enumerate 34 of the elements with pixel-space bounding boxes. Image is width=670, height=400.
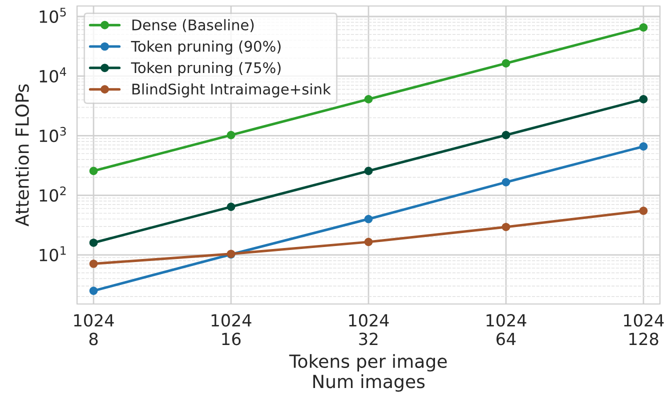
x-tick-label: 1024 128: [624, 314, 664, 346]
y-tick-label: 10$^{3}$: [40, 126, 66, 142]
point: [502, 130, 510, 140]
point: [639, 142, 648, 151]
x-tick-label: 1024 32: [349, 314, 389, 346]
x-tick-label: 1024 64: [486, 314, 526, 346]
legend-label: Token pruning (90%): [130, 40, 281, 55]
x-tick-label: 1024 8: [74, 314, 114, 346]
legend-label: Token pruning (75%): [130, 62, 281, 76]
legend-label: Dense (Baseline): [132, 19, 254, 32]
y-tick-label: 10$^{4}$: [40, 67, 66, 83]
x-tick-label: 1024 16: [212, 314, 252, 346]
point: [639, 23, 648, 32]
point: [364, 95, 373, 104]
legend-label: BlindSight Intraimage+sink: [132, 83, 331, 98]
point: [502, 222, 510, 232]
point: [364, 166, 373, 176]
point: [639, 206, 648, 215]
point: [364, 214, 373, 224]
point: [89, 286, 98, 295]
point: [226, 130, 236, 140]
point: [89, 166, 98, 176]
point: [502, 59, 510, 68]
point: [89, 260, 98, 268]
point: [364, 238, 373, 246]
point: [502, 178, 510, 186]
y-tick-label: 10$^{1}$: [40, 246, 66, 262]
y-tick-label: 10$^{5}$: [40, 8, 66, 23]
point: [639, 95, 648, 104]
point: [89, 238, 98, 247]
point: [226, 202, 236, 212]
x-axis-title: Tokens per image Num images: [289, 354, 447, 392]
y-tick-label: 10$^{2}$: [40, 186, 66, 202]
y-axis-title: Attention FLOPs: [14, 84, 29, 226]
